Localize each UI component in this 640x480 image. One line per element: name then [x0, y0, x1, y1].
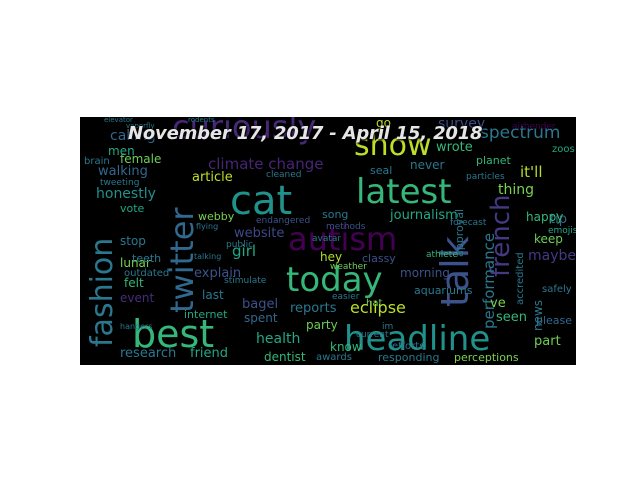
word-party: party	[306, 318, 338, 332]
word-perceptions: perceptions	[454, 351, 519, 364]
word-event: event	[120, 291, 155, 305]
word-performance: performance	[480, 232, 498, 329]
word-calling: calling	[110, 128, 156, 144]
word-female: female	[120, 152, 162, 166]
word-rodents: rodents	[188, 117, 215, 124]
word-current: current	[356, 330, 389, 340]
word-internet: internet	[184, 308, 228, 321]
word-autism: autism	[288, 220, 398, 258]
word-avatar: avatar	[312, 234, 342, 244]
word-classy: classy	[362, 252, 396, 265]
word-wrote: wrote	[436, 140, 473, 155]
word-happy: happy	[526, 210, 564, 224]
word-brain: brain	[84, 156, 110, 167]
word-seen: seen	[496, 310, 528, 325]
word-maybe: maybe	[528, 248, 576, 264]
word-easier: easier	[332, 292, 360, 302]
word-men: men	[108, 144, 135, 158]
word-talking: talking	[194, 252, 222, 261]
word-research: research	[120, 346, 177, 361]
wordcloud-title: November 17, 2017 - April 15, 2018	[128, 123, 483, 144]
word-stimulate: stimulate	[224, 276, 267, 286]
word-aquariums: aquariums	[414, 284, 473, 297]
word-last: last	[202, 288, 224, 302]
word-cleaned: cleaned	[266, 170, 302, 180]
word-friend: friend	[190, 346, 229, 361]
word-vaporfly: vaporfly	[126, 122, 155, 130]
word-website: website	[234, 226, 285, 241]
word-hey: hey	[320, 250, 343, 264]
word-webby: webby	[198, 210, 235, 223]
word-know: know	[330, 340, 362, 354]
wordcloud-panel: best headline cat autism latest today sh…	[80, 117, 576, 365]
word-outdated: outdated	[124, 268, 170, 279]
word-elevator: elevator	[104, 117, 133, 124]
word-headline: headline	[344, 319, 491, 359]
word-explain: explain	[194, 266, 242, 281]
word-walking: walking	[98, 164, 148, 179]
word-honestly: honestly	[96, 186, 156, 202]
word-go: go	[376, 117, 391, 130]
word-public: public	[226, 240, 254, 250]
word-responding: responding	[378, 351, 440, 364]
word-particles: particles	[466, 172, 505, 182]
word-best: best	[132, 312, 215, 356]
word-hat: hat	[366, 298, 383, 309]
word-stop: stop	[120, 234, 146, 248]
word-zoos: zoos	[552, 144, 575, 155]
word-awards: awards	[316, 352, 352, 363]
word-latest: latest	[356, 172, 452, 212]
word-keep: keep	[534, 232, 563, 246]
word-endangered: endangered	[256, 216, 311, 226]
word-lunar: lunar	[120, 256, 151, 270]
word-ve: ve	[490, 296, 506, 311]
word-airbender: airbender	[512, 122, 556, 132]
word-hangers: hangers	[120, 322, 153, 331]
word-efforts: efforts	[392, 341, 425, 352]
word-never: never	[410, 158, 445, 172]
word-itll: it'll	[520, 163, 543, 181]
word-survey: survey	[438, 117, 486, 132]
word-today: today	[286, 260, 383, 300]
word-please: please	[536, 314, 573, 327]
word-athlete: athlete	[426, 250, 458, 260]
word-reports: reports	[290, 301, 337, 316]
word-curiously: curiously	[172, 117, 317, 146]
word-weather: weather	[330, 262, 367, 272]
word-eclipse: eclipse	[350, 298, 406, 317]
word-spectrum: spectrum	[480, 123, 561, 143]
word-seal: seal	[370, 164, 393, 177]
word-health: health	[256, 331, 301, 347]
word-emojis: emojis	[548, 226, 576, 236]
word-felt: felt	[124, 276, 144, 290]
word-thing: thing	[498, 182, 535, 198]
word-methods: methods	[326, 222, 366, 232]
word-bagel: bagel	[242, 297, 279, 312]
word-safely: safely	[542, 284, 572, 295]
word-song: song	[322, 208, 349, 221]
word-spent: spent	[244, 311, 278, 325]
word-teeth: teeth	[132, 252, 162, 265]
word-flying: flying	[196, 222, 219, 231]
word-vote: vote	[120, 202, 145, 215]
word-girl: girl	[232, 242, 257, 260]
word-cat: cat	[230, 178, 293, 224]
word-article: article	[192, 170, 233, 185]
word-dentist: dentist	[264, 350, 306, 364]
word-news: news	[531, 299, 545, 331]
word-im: im	[382, 322, 394, 332]
word-accredited: accredited	[515, 252, 526, 305]
word-part: part	[534, 334, 561, 349]
word-tip: tip	[550, 212, 567, 227]
word-show: show	[354, 128, 432, 163]
word-planet: planet	[476, 154, 511, 167]
word-fashion: fashion	[85, 237, 120, 347]
word-tweeting: tweeting	[100, 178, 140, 188]
word-climate-change: climate change	[208, 155, 324, 173]
word-forecast: forecast	[450, 218, 487, 228]
word-journalism: journalism	[390, 208, 458, 223]
word-morning: morning	[400, 266, 450, 280]
